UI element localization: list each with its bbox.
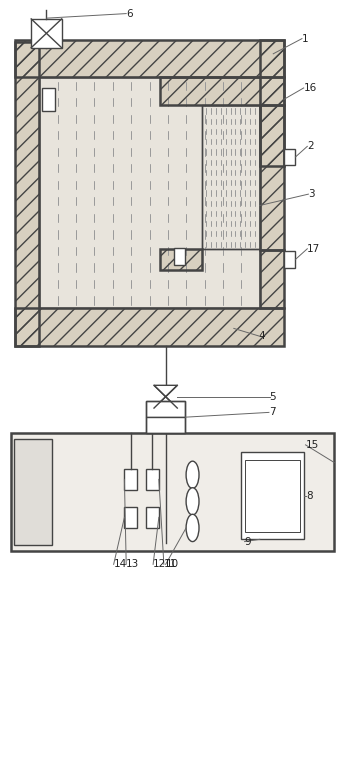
Bar: [160, 249, 202, 270]
Polygon shape: [154, 385, 177, 408]
Bar: [202, 106, 260, 249]
Bar: [146, 401, 185, 433]
Bar: [15, 308, 284, 346]
Bar: [12, 433, 334, 551]
Text: 13: 13: [126, 559, 139, 569]
Text: 7: 7: [269, 407, 275, 417]
Bar: [241, 452, 304, 540]
Text: 9: 9: [244, 537, 251, 546]
Bar: [174, 248, 185, 264]
Text: 15: 15: [306, 440, 319, 450]
Bar: [284, 149, 296, 166]
Text: 17: 17: [307, 244, 320, 254]
Bar: [146, 417, 185, 433]
Text: 3: 3: [309, 189, 315, 199]
Bar: [260, 106, 284, 249]
Bar: [160, 249, 202, 270]
Bar: [160, 249, 202, 270]
Bar: [260, 40, 284, 166]
Bar: [160, 77, 284, 106]
Bar: [260, 106, 284, 249]
Text: 2: 2: [307, 141, 314, 151]
Bar: [202, 106, 260, 249]
Bar: [14, 439, 52, 545]
Bar: [160, 77, 284, 106]
Bar: [15, 308, 284, 346]
Bar: [260, 249, 284, 308]
Text: 11: 11: [164, 559, 177, 569]
Bar: [15, 43, 40, 346]
Text: 1: 1: [302, 33, 309, 43]
Bar: [125, 469, 137, 490]
Bar: [146, 401, 185, 417]
Bar: [284, 251, 296, 268]
Text: 8: 8: [306, 491, 313, 501]
Bar: [160, 77, 284, 106]
Bar: [15, 40, 284, 77]
Bar: [146, 507, 159, 528]
Text: 12: 12: [153, 559, 166, 569]
Bar: [31, 19, 62, 48]
Circle shape: [186, 488, 199, 515]
Bar: [260, 40, 284, 166]
Text: 10: 10: [166, 559, 179, 569]
Text: 4: 4: [259, 331, 266, 341]
Bar: [15, 308, 284, 346]
Bar: [260, 40, 284, 166]
Bar: [260, 106, 284, 249]
Text: 6: 6: [126, 8, 133, 18]
Bar: [260, 249, 284, 308]
Bar: [40, 77, 260, 308]
Bar: [41, 88, 55, 111]
Bar: [15, 40, 284, 77]
Circle shape: [186, 515, 199, 542]
Bar: [260, 249, 284, 308]
Bar: [15, 40, 284, 77]
Bar: [125, 507, 137, 528]
Bar: [15, 43, 40, 346]
Bar: [15, 43, 40, 346]
Text: 14: 14: [114, 559, 127, 569]
Bar: [146, 469, 159, 490]
Circle shape: [186, 461, 199, 489]
Text: 5: 5: [270, 391, 276, 402]
Bar: [244, 460, 300, 532]
Bar: [40, 77, 260, 308]
Text: 16: 16: [304, 83, 317, 93]
